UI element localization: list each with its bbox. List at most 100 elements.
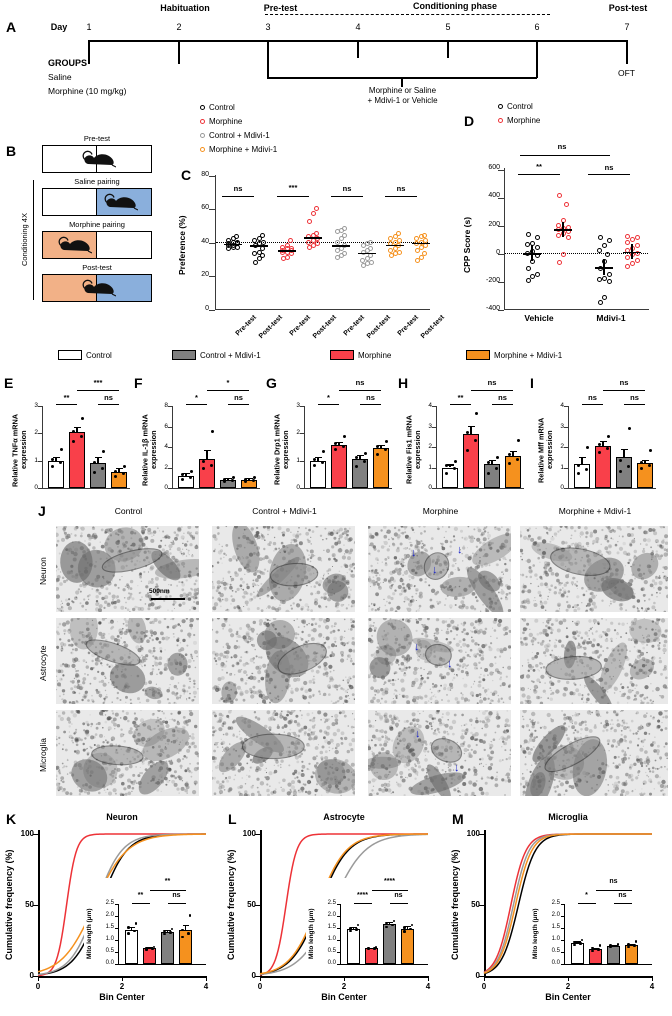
fragmentation-arrow-icon: ↓: [411, 547, 417, 559]
data-point: [473, 439, 477, 443]
scatter-point: [418, 254, 424, 260]
data-point: [320, 461, 324, 465]
treatment-line-1: Morphine or Saline: [368, 86, 437, 95]
em-image-microglia-3: [520, 710, 668, 796]
xtick-mark: [38, 976, 40, 981]
inset-ytick-label: 2.0: [105, 912, 114, 918]
ytick-label: 0: [251, 971, 256, 980]
inset-error-cap: [182, 925, 189, 927]
inset-ytick-mark: [561, 964, 564, 965]
scatter-point: [526, 277, 532, 283]
inset-error-bar: [185, 925, 187, 931]
panel-letter: G: [266, 375, 277, 391]
panel-d-cpp-score: D Control Morphine ns CPP Score (s) -400…: [460, 100, 672, 340]
panel-f-il1b: F Relative IL-1β mRNA expression 0 2 4 6 8 * * ns: [134, 376, 266, 498]
data-point: [71, 430, 75, 434]
inset-ytick-label: 2.5: [327, 900, 336, 906]
xtick-label: 4: [649, 982, 655, 991]
inset-bar: [625, 945, 638, 964]
data-point: [364, 451, 367, 455]
scatter-point: [397, 249, 402, 255]
em-image-neuron-1: [212, 526, 355, 612]
scatter-point: [606, 278, 612, 284]
ytick-label: 2: [164, 463, 168, 471]
sigbar-top: [603, 390, 645, 392]
ytick-600: 600: [488, 164, 500, 171]
inset-data-point: [580, 938, 584, 942]
mouse-icon: [104, 193, 138, 211]
inset-ytick-label: 2.0: [551, 912, 560, 918]
inset-ytick-mark: [337, 940, 340, 941]
data-point: [639, 467, 643, 471]
data-point: [322, 449, 325, 453]
xtick-mark: [122, 976, 124, 981]
group-error-bar: [631, 243, 633, 260]
inset-error-cap: [386, 922, 393, 924]
data-point: [354, 464, 358, 468]
data-point: [618, 458, 622, 462]
inset-sigbar-top: [595, 890, 632, 892]
data-point: [50, 457, 54, 461]
data-point: [465, 431, 469, 435]
sigbar-left: [318, 404, 339, 406]
em-image-neuron-3: [520, 526, 668, 612]
inset-data-point: [579, 942, 582, 945]
ytick-mark: [498, 225, 504, 227]
ytick-mark: [564, 406, 568, 408]
data-point: [517, 439, 520, 443]
xtick-label: 2: [341, 982, 347, 991]
inset-data-point: [163, 929, 166, 933]
error-bar: [185, 473, 187, 476]
scatter-point: [529, 240, 535, 246]
legend-label: Control + Mdivi-1: [200, 350, 261, 360]
sig-left: **: [457, 393, 464, 402]
inset-data-point: [410, 923, 414, 927]
data-point: [618, 469, 622, 473]
legend-marker-circle-icon: [498, 104, 503, 109]
panel-c-y-label: Preference (%): [177, 215, 187, 275]
scatter-point: [388, 236, 393, 242]
error-cap: [467, 425, 475, 427]
inset-ytick-label: 0.5: [105, 948, 114, 954]
inset-bar: [571, 942, 584, 964]
bar: [90, 463, 106, 488]
error-bar: [118, 468, 120, 472]
error-cap: [509, 451, 517, 453]
data-point: [188, 475, 192, 479]
data-point: [507, 453, 511, 457]
inset-y-axis: [564, 904, 566, 964]
scatter-point: [624, 254, 630, 260]
em-image-microglia-2: ↓ ↓: [368, 710, 511, 796]
scatter-point: [364, 256, 370, 262]
sigbar-right: [360, 404, 381, 406]
ytick-mark: [33, 905, 38, 907]
data-point: [647, 463, 651, 467]
inset-data-point: [633, 944, 636, 948]
em-image-microglia-1: [212, 710, 355, 796]
data-point: [190, 470, 193, 474]
em-micrograph: [212, 618, 355, 704]
data-point: [230, 479, 234, 483]
ytick-label: 0: [34, 484, 38, 491]
ytick-mark: [564, 426, 568, 428]
sig-top: ***: [93, 378, 103, 387]
inset-ytick-mark: [337, 952, 340, 953]
inset-ytick-label: 2.5: [105, 900, 114, 906]
tick-day-2: [178, 40, 180, 64]
error-cap: [578, 456, 586, 458]
data-point: [597, 443, 601, 447]
sig-left: ns: [588, 393, 597, 402]
sig-left: **: [63, 393, 70, 402]
cdf-row: K Neuron Cumulative frequency (%) Bin Cente…: [0, 806, 672, 1016]
inset-ytick-label: 0.5: [327, 948, 336, 954]
inset-ytick-label: 2.5: [551, 900, 560, 906]
scatter-point: [259, 232, 265, 238]
data-point: [444, 463, 448, 467]
group-mean-bar: [386, 244, 404, 247]
data-point: [383, 448, 387, 452]
data-point: [333, 447, 337, 451]
inset-data-point: [188, 914, 192, 917]
legend-label: Morphine + Mdivi-1: [209, 145, 278, 154]
inset-data-point: [627, 945, 630, 949]
tick-day-3: [267, 40, 269, 78]
